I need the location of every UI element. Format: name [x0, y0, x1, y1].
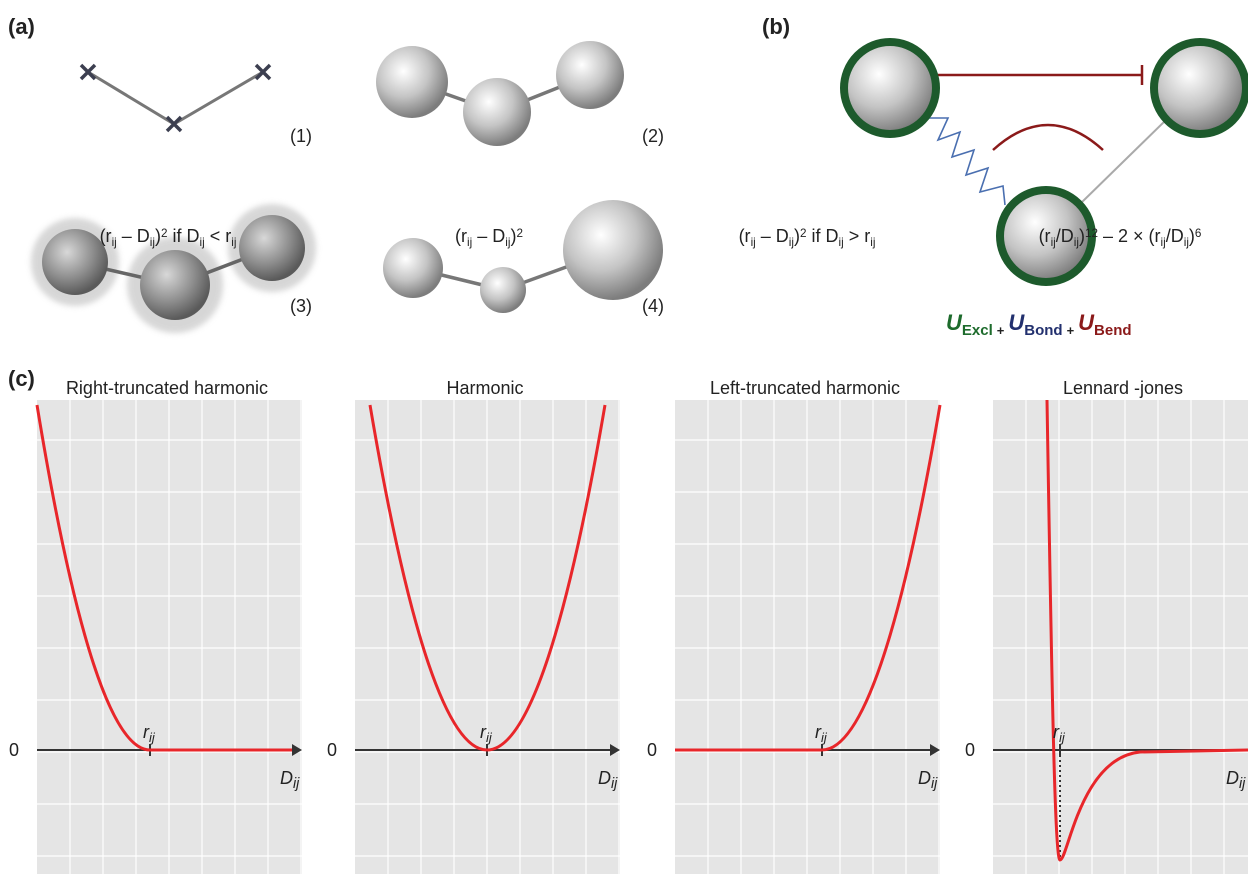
zero-label: 0 — [327, 740, 337, 760]
energy-subscript: Excl — [962, 322, 993, 339]
formula-text: D — [918, 768, 931, 788]
model-4 — [383, 200, 663, 313]
formula-text: /D — [1166, 226, 1184, 246]
operator: + — [1067, 323, 1075, 338]
operator: + — [997, 323, 1005, 338]
formula-text: – D — [117, 226, 150, 246]
formula-sub: ij — [1239, 776, 1246, 792]
formula-text: D — [598, 768, 611, 788]
formula-text: (r — [455, 226, 467, 246]
formula-text: (r — [1039, 226, 1051, 246]
formula-sub: ij — [231, 236, 236, 249]
formula-text: > r — [844, 226, 871, 246]
plot-background — [993, 400, 1248, 874]
formula-sub: ij — [611, 776, 618, 792]
model-label: (2) — [642, 126, 664, 146]
formula-text: D — [1226, 768, 1239, 788]
panel-label: (a) — [8, 14, 35, 39]
formula-text: if D — [807, 226, 839, 246]
formula: (rij – Dij)2 — [455, 226, 523, 249]
energy-subscript: Bend — [1094, 322, 1132, 339]
panel-label: (b) — [762, 14, 790, 39]
figure: (a) (b) (c) (1) (2) (3) (4) UExcl+UBo — [0, 0, 1248, 874]
formula: (rij/Dij)12 – 2 × (rij/Dij)6 — [1039, 226, 1202, 249]
model-label: (3) — [290, 296, 312, 316]
formula-text: if D — [168, 226, 200, 246]
plot-title: Lennard -jones — [1063, 378, 1183, 398]
model-1 — [81, 65, 270, 131]
panel-label: (c) — [8, 366, 35, 391]
formula-text: (r — [739, 226, 751, 246]
formula: (rij – Dij)2 if Dij > rij — [739, 226, 876, 249]
formula-sup: 2 — [516, 227, 523, 240]
formula-sub: ij — [931, 776, 938, 792]
formula-text: – D — [756, 226, 789, 246]
formula-text: < r — [205, 226, 232, 246]
formula-sup: 12 — [1085, 227, 1098, 240]
formula-sup: 6 — [1195, 227, 1202, 240]
energy-symbol: U — [1008, 310, 1025, 335]
model-label: (4) — [642, 296, 664, 316]
plot-title: Right-truncated harmonic — [66, 378, 268, 398]
formula-sub: ij — [293, 776, 300, 792]
formula-sub: ij — [870, 236, 875, 249]
energy-subscript: Bond — [1024, 322, 1062, 339]
formula-text: – 2 × (r — [1098, 226, 1161, 246]
energy-symbol: U — [946, 310, 963, 335]
energy-symbol: U — [1078, 310, 1095, 335]
zero-label: 0 — [647, 740, 657, 760]
plot-title: Left-truncated harmonic — [710, 378, 900, 398]
formula-text: D — [280, 768, 293, 788]
zero-label: 0 — [965, 740, 975, 760]
formula-text: (r — [100, 226, 112, 246]
model-label: (1) — [290, 126, 312, 146]
zero-label: 0 — [9, 740, 19, 760]
formula-text: /D — [1056, 226, 1074, 246]
model-2 — [376, 41, 624, 146]
formula-text: – D — [472, 226, 505, 246]
formula: (rij – Dij)2 if Dij < rij — [100, 226, 237, 249]
model-3 — [31, 204, 316, 333]
energy-equation: UExcl+UBond+UBend — [946, 310, 1132, 339]
plot-title: Harmonic — [446, 378, 523, 398]
